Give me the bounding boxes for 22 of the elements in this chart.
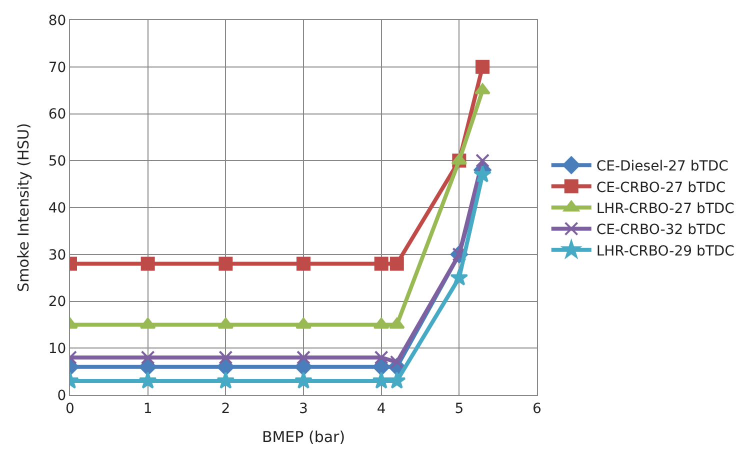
y-tick-label: 70 — [48, 60, 66, 76]
x-tick-label: 4 — [376, 400, 386, 417]
legend-label: LHR-CRBO-29 bTDC — [596, 243, 735, 260]
y-axis-title: Smoke Intensity (HSU) — [14, 123, 33, 292]
legend-label: CE-CRBO-32 bTDC — [596, 222, 726, 238]
x-tick-label: 1 — [143, 400, 152, 417]
x-tick-label: 3 — [299, 400, 308, 417]
y-tick-label: 40 — [48, 200, 66, 216]
y-tick-label: 20 — [48, 294, 66, 310]
x-tick-label: 6 — [532, 400, 542, 417]
y-tick-label: 60 — [48, 106, 66, 123]
y-tick-label: 30 — [48, 247, 66, 264]
y-tick-label: 10 — [48, 341, 66, 358]
x-tick-label: 2 — [221, 400, 230, 417]
legend-label: LHR-CRBO-27 bTDC — [596, 200, 735, 217]
x-tick-label: 5 — [454, 400, 464, 417]
legend-label: CE-CRBO-27 bTDC — [596, 180, 726, 196]
y-tick-label: 0 — [57, 388, 66, 404]
legend-label: CE-Diesel-27 bTDC — [596, 158, 729, 175]
x-axis-title: BMEP (bar) — [262, 428, 346, 446]
y-tick-label: 50 — [48, 154, 66, 170]
y-tick-label: 80 — [48, 12, 66, 29]
